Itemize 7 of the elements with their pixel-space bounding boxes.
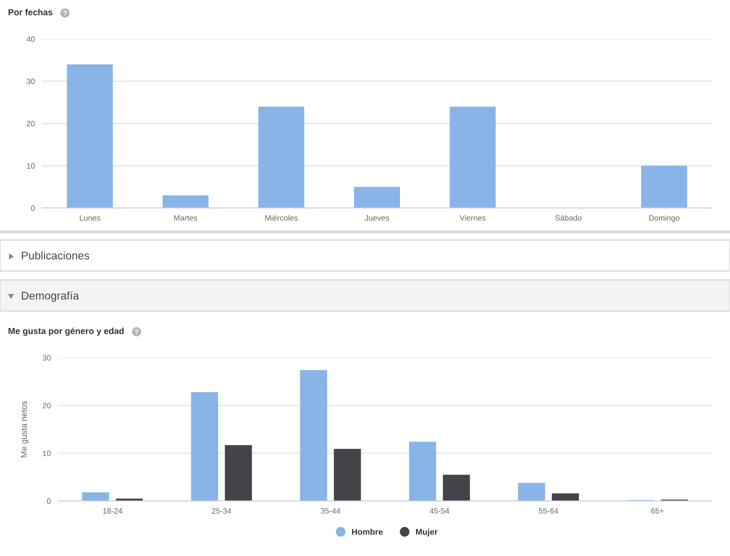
chart-title: Por fechas (8, 8, 52, 16)
text: Publicaciones (22, 251, 90, 260)
legend-label: Mujer (416, 528, 438, 536)
legend-label: Hombre (352, 528, 383, 535)
y-axis-title: Me gusta netos (21, 401, 29, 458)
text: Demografía (22, 291, 80, 302)
chart-title: Me gusta por género y edad (8, 328, 124, 336)
